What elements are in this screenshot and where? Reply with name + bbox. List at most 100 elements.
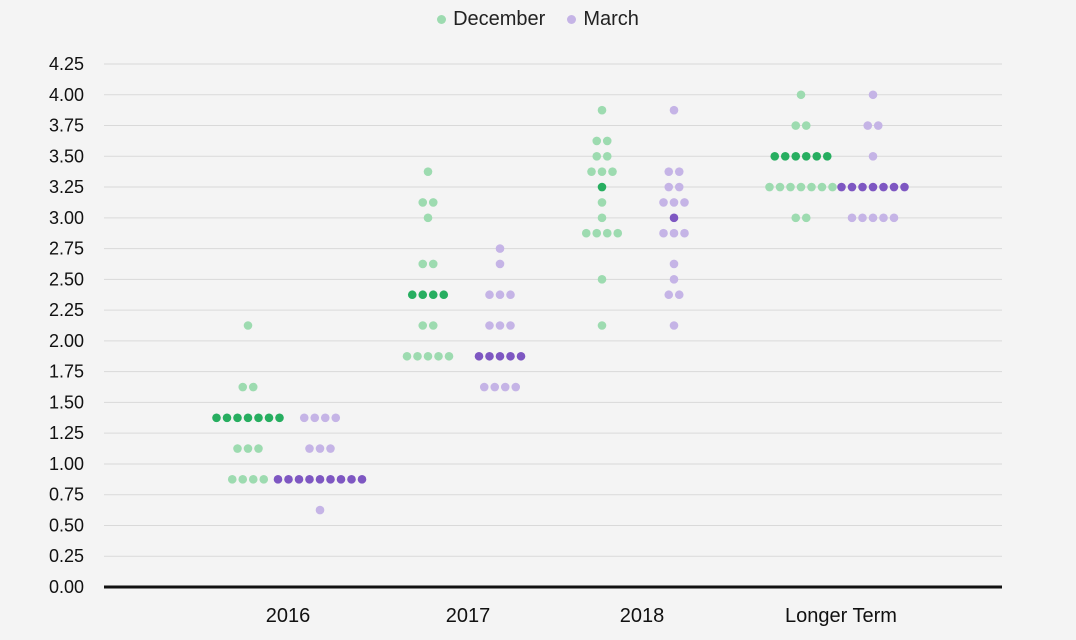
december-dot [791,213,801,223]
y-tick-label: 1.25 [49,423,84,443]
legend-item-march[interactable]: March [567,8,639,31]
december-dot-median [222,413,232,423]
legend-label-march: March [583,8,639,30]
legend-item-december[interactable]: December [437,8,545,31]
march-dot [485,321,494,330]
march-dot [485,290,494,300]
march-dot-median [858,182,867,192]
march-dot-median [485,351,494,361]
march-dot-median [305,475,314,484]
march-dot-median [495,351,505,361]
december-dot [402,351,412,361]
march-dot [495,244,505,253]
december-dot-median [233,413,242,423]
march-dot-median [889,182,899,192]
march-dot-median [326,475,335,484]
december-dot [238,475,248,484]
december-dot-median [418,290,428,300]
march-dot [315,444,325,453]
december-dot [786,182,795,192]
march-dot [674,167,684,176]
march-dot-median [879,182,888,192]
march-dot [664,182,674,192]
december-dot [428,259,438,269]
march-dot [310,413,320,423]
march-dot [858,213,867,223]
march-dot [320,413,330,423]
march-dot [868,151,878,161]
december-dot-median [254,413,263,423]
december-dot [602,228,612,238]
december-dot [801,213,811,223]
march-dot [868,90,878,100]
legend-label-december: December [453,8,546,30]
march-dot [500,382,510,392]
december-dot [796,90,806,100]
march-dot [669,105,679,115]
y-tick-label: 3.00 [49,208,84,228]
x-category-label: 2016 [266,605,311,627]
y-tick-label: 4.00 [49,85,84,105]
march-dot [669,275,679,284]
y-tick-label: 2.25 [49,300,84,320]
december-dot [238,382,248,392]
march-dot [315,505,325,515]
march-dot [873,121,883,130]
y-tick-label: 3.75 [49,116,84,136]
x-category-label: 2017 [446,605,491,627]
legend-marker-december [437,15,447,24]
december-dot [775,182,785,192]
x-category-label: Longer Term [785,605,897,627]
december-dot-median [812,151,822,161]
march-dot [863,121,873,130]
march-dot-median [847,182,857,192]
december-dot-median [822,151,832,161]
march-dot [331,413,341,423]
y-tick-label: 3.50 [49,146,84,166]
y-tick-label: 4.25 [49,54,84,74]
december-dot [434,351,443,361]
march-dot [495,259,505,269]
march-dot-median [347,475,356,484]
december-dot [423,167,433,176]
y-tick-label: 2.75 [49,239,84,259]
december-dot-median [275,413,284,423]
y-tick-label: 0.75 [49,485,84,505]
march-dot [680,228,689,238]
december-dot [597,213,607,223]
march-dot-median [900,182,909,192]
december-dot [428,198,438,207]
december-dot [444,351,454,361]
y-tick-label: 3.25 [49,177,84,197]
march-dot [659,228,668,238]
march-dot [506,290,515,300]
december-dot [248,475,258,484]
march-dot [669,198,679,207]
march-dot [305,444,314,453]
legend: December March [0,8,1076,31]
march-dot [674,290,684,300]
march-dot [490,382,500,392]
march-dot [879,213,888,223]
december-dot-median [597,182,607,192]
march-dot [326,444,335,453]
december-dot [765,182,774,192]
december-dot [597,105,607,115]
legend-marker-march [567,15,577,24]
y-tick-label: 1.00 [49,454,84,474]
december-dot-median [780,151,790,161]
december-dot [592,136,602,146]
december-dot [248,382,258,392]
march-dot [495,290,505,300]
march-dot-median [273,475,283,484]
december-dot [418,321,428,330]
march-dot-median [516,351,526,361]
march-dot [674,182,684,192]
december-dot [428,321,438,330]
december-dot-median [407,290,417,300]
y-tick-label: 1.50 [49,392,84,412]
december-dot [828,182,837,192]
december-dot [592,151,602,161]
